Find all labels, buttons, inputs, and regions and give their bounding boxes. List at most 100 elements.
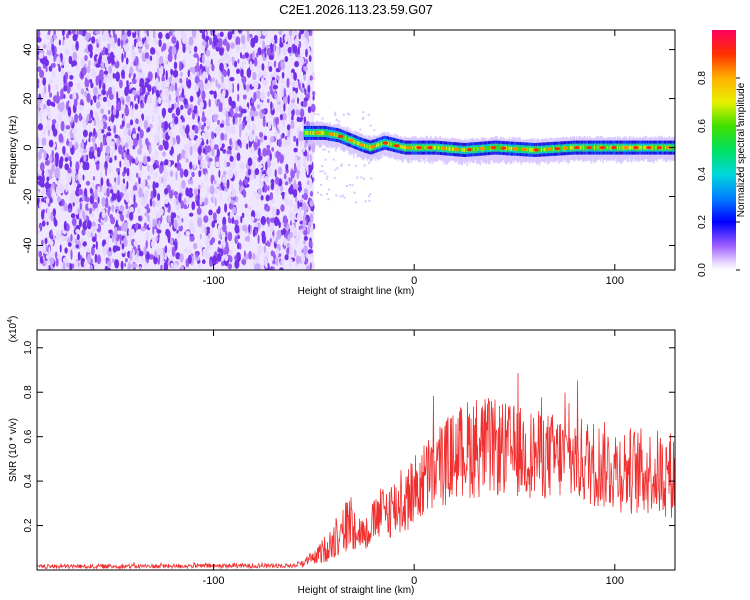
noise-blob (255, 254, 258, 264)
noise-blob (88, 60, 91, 67)
noise-blob (174, 116, 179, 125)
noise-blob (212, 77, 215, 82)
noise-blob (261, 109, 266, 114)
noise-blob (236, 139, 242, 146)
noise-blob (213, 219, 218, 224)
noise-blob (211, 255, 217, 266)
noise-blob (303, 235, 308, 241)
noise-blob (225, 117, 229, 127)
noise-blob (277, 129, 280, 134)
noise-blob (197, 217, 203, 228)
signal-peak (462, 147, 465, 152)
noise-blob (294, 162, 296, 170)
spectrogram-y-label: Frequency (Hz) (8, 116, 19, 185)
spectrogram-panel: -100 0 100 -40 -20 0 20 40 Height of straight … (8, 29, 676, 297)
signal-peak (345, 136, 348, 141)
signal-max (512, 147, 518, 151)
noise-blob (123, 192, 126, 197)
noise-blob (206, 139, 209, 145)
noise-blob (193, 242, 198, 250)
noise-blob (237, 146, 241, 151)
noise-blob (51, 119, 57, 125)
noise-blob (74, 260, 78, 267)
noise-blob (185, 267, 191, 270)
noise-blob (152, 225, 155, 236)
noise-blob (97, 58, 100, 66)
noise-blob (60, 235, 66, 242)
noise-blob (93, 111, 99, 120)
noise-blob (170, 160, 174, 165)
noise-speck (336, 166, 339, 169)
noise-blob (232, 115, 235, 125)
noise-blob (129, 83, 133, 89)
noise-blob (242, 94, 247, 100)
noise-blob (187, 254, 192, 264)
noise-blob (95, 30, 101, 35)
noise-blob (240, 52, 242, 59)
signal-peak (519, 147, 521, 152)
noise-blob (213, 114, 219, 119)
noise-blob (71, 62, 74, 67)
noise-blob (219, 94, 223, 100)
noise-blob (252, 71, 257, 81)
noise-blob (253, 190, 258, 197)
signal-peak (320, 130, 323, 135)
noise-blob (227, 31, 233, 40)
noise-blob (127, 250, 131, 259)
noise-blob (205, 172, 208, 182)
noise-blob (96, 101, 101, 109)
noise-blob (102, 96, 107, 103)
signal-peak (326, 131, 329, 136)
noise-blob (247, 124, 251, 130)
noise-blob (192, 112, 195, 120)
noise-blob (97, 128, 101, 138)
noise-blob (56, 196, 61, 203)
noise-blob (48, 30, 51, 35)
noise-blob (192, 67, 196, 75)
noise-blob (295, 109, 301, 116)
noise-blob (253, 80, 259, 90)
signal-peak (391, 142, 394, 147)
noise-blob (152, 30, 156, 39)
noise-blob (163, 170, 169, 178)
signal-peak (638, 145, 641, 150)
noise-blob (105, 154, 110, 162)
noise-blob (214, 187, 219, 194)
noise-blob (120, 260, 124, 270)
signal-peak (425, 145, 428, 150)
noise-blob (191, 30, 197, 39)
noise-blob (50, 198, 53, 204)
noise-blob (49, 78, 54, 84)
noise-blob (279, 102, 282, 113)
noise-blob (205, 35, 210, 41)
snr-y-tick-label: 1.0 (23, 340, 34, 354)
noise-blob (176, 40, 179, 51)
noise-blob (151, 87, 154, 95)
noise-blob (132, 248, 135, 258)
noise-blob (196, 62, 199, 68)
noise-blob (103, 70, 109, 75)
signal-peak (489, 146, 491, 150)
noise-blob (254, 263, 260, 270)
noise-blob (285, 198, 289, 207)
spectrogram-x-label: Height of straight line (km) (298, 286, 415, 297)
noise-blob (115, 219, 118, 227)
noise-blob (123, 208, 127, 215)
noise-blob (84, 196, 90, 203)
noise-blob (143, 178, 146, 187)
noise-blob (128, 73, 131, 79)
noise-blob (126, 123, 131, 129)
noise-blob (290, 169, 295, 179)
noise-blob (224, 254, 229, 262)
noise-blob (117, 246, 121, 251)
noise-blob (298, 56, 304, 66)
noise-blob (303, 155, 307, 164)
noise-blob (81, 66, 87, 76)
noise-blob (158, 175, 163, 185)
signal-max (427, 146, 433, 150)
noise-blob (114, 259, 120, 269)
signal-peak (474, 147, 477, 152)
noise-blob (205, 118, 211, 127)
noise-blob (121, 243, 125, 250)
noise-blob (304, 88, 307, 96)
